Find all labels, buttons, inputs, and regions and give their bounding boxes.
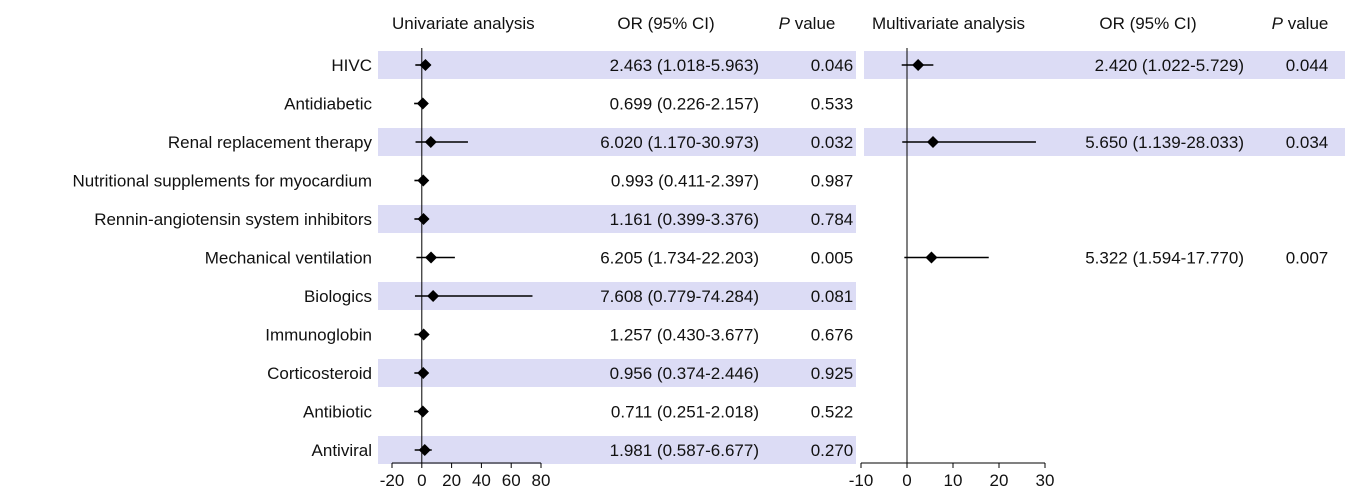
multivariate-row-band (864, 51, 1345, 79)
univariate-or-ci: 6.020 (1.170-30.973) (600, 133, 759, 152)
univariate-row-band (378, 359, 856, 387)
univariate-or-ci: 1.161 (0.399-3.376) (610, 210, 759, 229)
univariate-p-value: 0.676 (811, 326, 854, 345)
univariate-p-value: 0.032 (811, 133, 854, 152)
multivariate-p-rest: value (1283, 14, 1328, 33)
row-label: Immunoglobin (265, 326, 372, 345)
univariate-or-ci: 7.608 (0.779-74.284) (600, 287, 759, 306)
multivariate-p-italic: P (1272, 14, 1284, 33)
row-label: HIVC (331, 56, 372, 75)
row-label: Antidiabetic (284, 95, 372, 114)
univariate-or-header: OR (95% CI) (617, 14, 714, 33)
row-label: Renal replacement therapy (168, 133, 373, 152)
multivariate-x-tick-label: 20 (990, 471, 1009, 490)
univariate-or-marker (417, 367, 430, 379)
multivariate-or-ci: 5.322 (1.594-17.770) (1085, 249, 1244, 268)
univariate-p-value: 0.925 (811, 364, 854, 383)
univariate-or-ci: 6.205 (1.734-22.203) (600, 249, 759, 268)
univariate-x-tick-label: 20 (442, 471, 461, 490)
row-label: Rennin-angiotensin system inhibitors (94, 210, 372, 229)
univariate-row-band (378, 436, 856, 464)
multivariate-x-tick-label: 0 (902, 471, 911, 490)
multivariate-or-marker (925, 251, 938, 264)
univariate-row-band (378, 205, 856, 233)
multivariate-title: Multivariate analysis (872, 14, 1025, 33)
multivariate-or-marker (926, 136, 939, 148)
univariate-p-value: 0.005 (811, 249, 854, 268)
univariate-or-marker (427, 290, 440, 302)
univariate-or-marker (416, 97, 429, 110)
row-label: Corticosteroid (267, 364, 372, 383)
row-label: Biologics (304, 287, 372, 306)
univariate-p-header: P value (779, 14, 836, 33)
univariate-or-ci: 0.699 (0.226-2.157) (610, 95, 759, 114)
row-label: Mechanical ventilation (205, 249, 372, 268)
row-label: Antiviral (312, 441, 372, 460)
univariate-p-value: 0.784 (811, 210, 854, 229)
univariate-or-marker (419, 59, 432, 71)
univariate-x-tick-label: 60 (502, 471, 521, 490)
univariate-x-tick-label: 40 (472, 471, 491, 490)
univariate-row-band (378, 51, 856, 79)
row-label: Nutritional supplements for myocardium (72, 172, 372, 191)
univariate-or-ci: 0.993 (0.411-2.397) (611, 172, 759, 191)
univariate-or-marker (418, 444, 431, 456)
univariate-or-ci: 0.711 (0.251-2.018) (611, 403, 759, 422)
row-label: Antibiotic (303, 403, 372, 422)
univariate-or-marker (425, 251, 438, 264)
univariate-or-ci: 2.463 (1.018-5.963) (610, 56, 759, 75)
univariate-x-tick-label: 0 (417, 471, 426, 490)
multivariate-x-tick-label: 30 (1036, 471, 1055, 490)
univariate-p-value: 0.081 (811, 287, 854, 306)
univariate-title: Univariate analysis (392, 14, 535, 33)
univariate-or-ci: 1.257 (0.430-3.677) (610, 326, 759, 345)
univariate-p-italic: P (779, 14, 791, 33)
univariate-or-marker (424, 136, 437, 148)
univariate-x-tick-label: -20 (380, 471, 405, 490)
multivariate-or-header: OR (95% CI) (1099, 14, 1196, 33)
univariate-or-ci: 0.956 (0.374-2.446) (610, 364, 759, 383)
univariate-or-ci: 1.981 (0.587-6.677) (610, 441, 759, 460)
univariate-p-value: 0.987 (811, 172, 854, 191)
univariate-p-value: 0.533 (811, 95, 854, 114)
univariate-x-tick-label: 80 (532, 471, 551, 490)
multivariate-or-ci: 5.650 (1.139-28.033) (1085, 133, 1244, 152)
univariate-or-marker (417, 174, 430, 187)
multivariate-p-value: 0.044 (1286, 56, 1329, 75)
multivariate-x-tick-label: 10 (944, 471, 963, 490)
multivariate-p-value: 0.007 (1286, 249, 1329, 268)
multivariate-x-tick-label: -10 (849, 471, 874, 490)
multivariate-p-value: 0.034 (1286, 133, 1329, 152)
univariate-or-marker (417, 213, 430, 225)
multivariate-or-ci: 2.420 (1.022-5.729) (1095, 56, 1244, 75)
univariate-p-value: 0.046 (811, 56, 854, 75)
univariate-p-rest: value (790, 14, 835, 33)
multivariate-p-header: P value (1272, 14, 1329, 33)
univariate-or-marker (416, 405, 429, 418)
univariate-p-value: 0.270 (811, 441, 854, 460)
univariate-or-marker (417, 328, 430, 341)
univariate-p-value: 0.522 (811, 403, 854, 422)
multivariate-or-marker (912, 59, 925, 71)
